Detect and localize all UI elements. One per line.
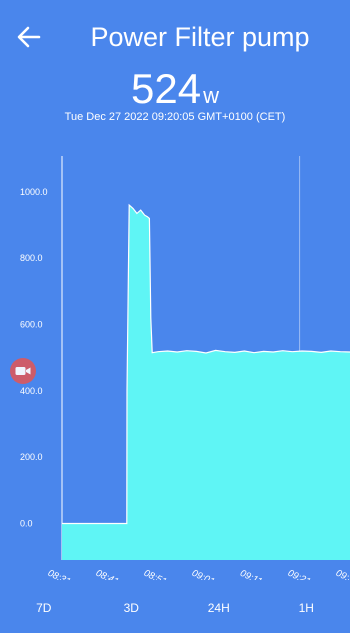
range-button-24h[interactable]: 24H [207,601,230,615]
power-line [62,203,350,525]
arrow-left-icon [17,26,41,48]
power-chart[interactable]: 1000.0 800.0 600.0 400.0 200.0 0.0 08:31 08:41 0… [0,140,350,580]
current-value: 524 [131,65,202,112]
y-tick-label: 400.0 [20,386,43,396]
reading-timestamp: Tue Dec 27 2022 09:20:05 GMT+0100 (CET) [64,111,286,123]
time-range-selector: 7D 3D 24H 1H [0,596,350,620]
page-title: Power Filter pump [90,22,310,52]
y-tick-label: 600.0 [20,320,43,330]
y-tick-label: 800.0 [20,253,43,263]
x-tick-label: 09:01 [190,568,216,580]
header: Power Filter pump [0,0,350,70]
x-tick-label: 08:51 [142,568,168,580]
back-button[interactable] [14,22,44,52]
y-tick-label: 1000.0 [20,187,48,197]
y-tick-label: 0.0 [20,519,33,529]
x-tick-label: 09:31 [334,568,350,580]
y-tick-label: 200.0 [20,452,43,462]
x-tick-label: 09:11 [238,568,264,580]
record-button[interactable] [10,358,36,384]
value-unit: w [203,83,219,108]
range-button-7d[interactable]: 7D [36,601,52,615]
current-reading: 524w [0,64,350,124]
x-tick-label: 08:31 [46,568,72,580]
video-camera-icon [15,367,31,375]
x-tick-label: 08:41 [94,568,120,580]
power-area [62,205,350,560]
x-tick-label: 09:21 [286,568,312,580]
range-button-3d[interactable]: 3D [123,601,139,615]
range-button-1h[interactable]: 1H [298,601,314,615]
